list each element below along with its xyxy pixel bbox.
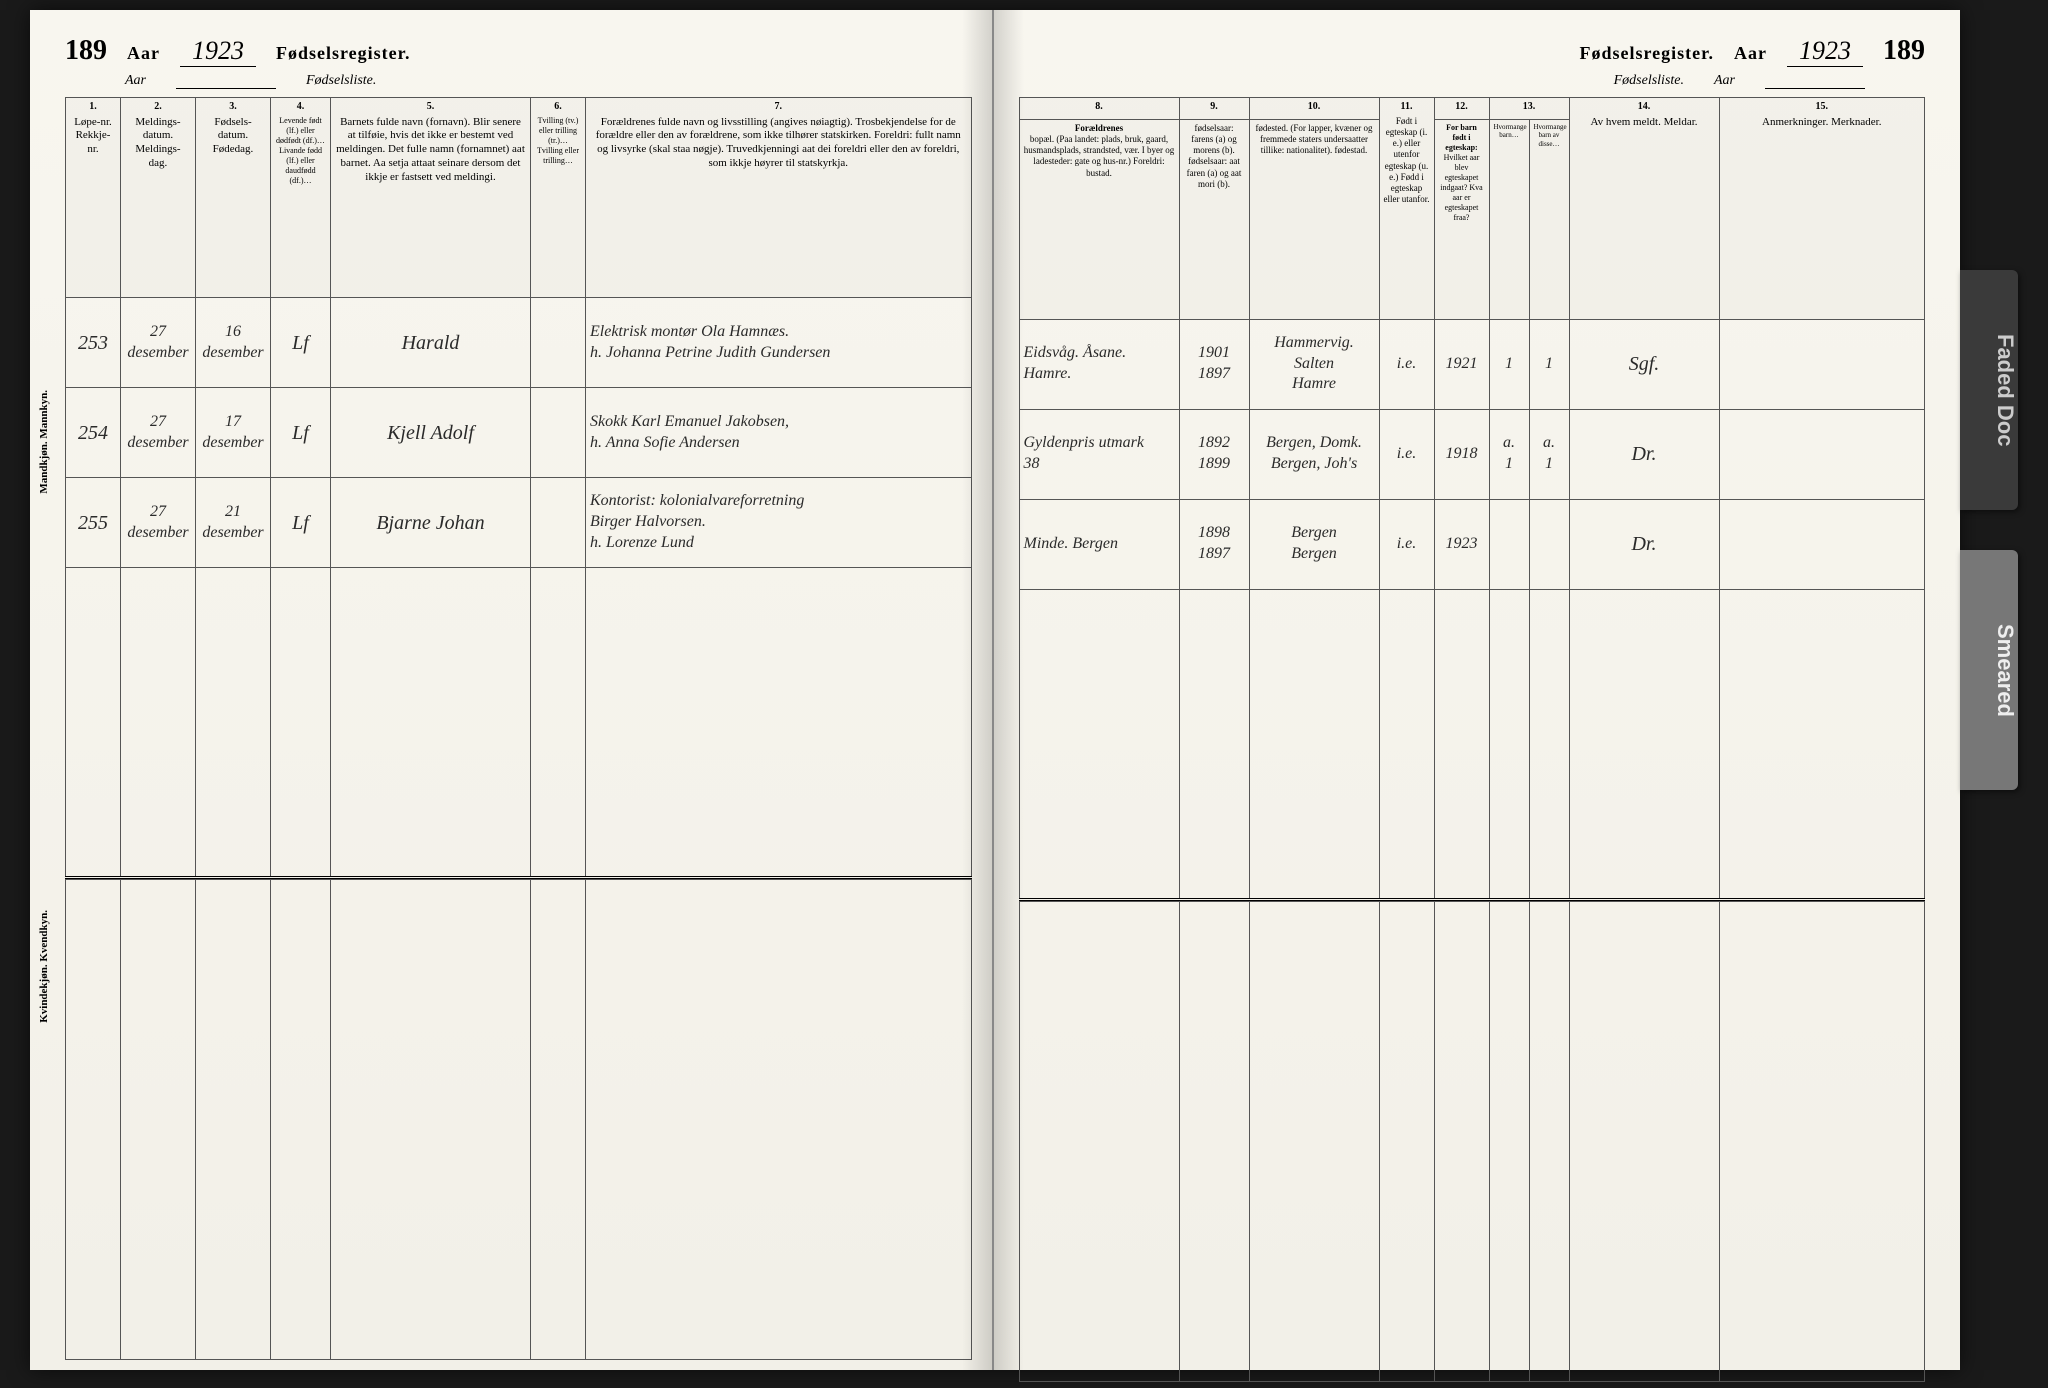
empty-row	[66, 880, 972, 1360]
col-9: 9.	[1179, 98, 1249, 120]
entry-row: Minde. Bergen1898 1897Bergen Bergeni.e.1…	[1019, 499, 1925, 589]
col-7: 7.Forældrenes fulde navn og livsstilling…	[586, 98, 972, 298]
col-3: 3.Fødsels- datum. Fødedag.	[196, 98, 271, 298]
gender-label-female: Kvindekjøn. Kvendkyn.	[38, 910, 50, 1023]
col-14: 14.Av hvem meldt. Meldar.	[1569, 98, 1719, 320]
col-8-label: Forældrenesbopæl. (Paa landet: plads, br…	[1019, 119, 1179, 319]
right-header: Fødselsregister. Aar 1923 189	[1019, 35, 1926, 67]
col-2: 2.Meldings- datum. Meldings- dag.	[121, 98, 196, 298]
col-10: 10.	[1249, 98, 1379, 120]
register-table-left: 1.Løpe-nr. Rekkje-nr. 2.Meldings- datum.…	[65, 97, 972, 1360]
col-8: 8.	[1019, 98, 1179, 120]
aar-label: Aar	[127, 43, 160, 64]
col-12: 12.	[1434, 98, 1489, 120]
register-book: Mandkjøn. Mannkyn. Kvindekjøn. Kvendkyn.…	[30, 10, 1960, 1370]
side-tabs: Faded Doc Smeared	[1960, 270, 2018, 790]
col-15: 15.Anmerkninger. Merknader.	[1719, 98, 1925, 320]
gender-label-male: Mandkjøn. Mannkyn.	[38, 390, 50, 494]
left-subheader: Aar Fødselsliste.	[65, 73, 972, 89]
col-10-label: fødested. (For lapper, kvæner og fremmed…	[1249, 119, 1379, 319]
entry-row: 25327 desember16 desemberLfHaraldElektri…	[66, 298, 972, 388]
aar-label-r: Aar	[1734, 43, 1767, 64]
entry-row: 25527 desember21 desemberLfBjarne JohanK…	[66, 478, 972, 568]
col-13b-label: Hvormange barn av disse…	[1529, 119, 1569, 319]
register-title-left: Fødselsregister.	[276, 43, 411, 64]
page-number-right: 189	[1883, 35, 1925, 67]
entry-row: Eidsvåg. Åsane. Hamre.1901 1897Hammervig…	[1019, 319, 1925, 409]
col-11: 11.Født i egteskap (i. e.) eller utenfor…	[1379, 98, 1434, 320]
right-page: Fødselsregister. Aar 1923 189 Fødselslis…	[994, 10, 1961, 1370]
col-5: 5.Barnets fulde navn (fornavn). Blir sen…	[331, 98, 531, 298]
tab-faded[interactable]: Faded Doc	[1960, 270, 2018, 510]
col-1: 1.Løpe-nr. Rekkje-nr.	[66, 98, 121, 298]
entry-row: Gyldenpris utmark 381892 1899Bergen, Dom…	[1019, 409, 1925, 499]
register-title-right: Fødselsregister.	[1580, 43, 1715, 64]
tab-smeared[interactable]: Smeared	[1960, 550, 2018, 790]
page-number-left: 189	[65, 35, 107, 67]
col-6: 6.Tvilling (tv.) eller trilling (tr.)… T…	[531, 98, 586, 298]
year-left: 1923	[180, 36, 256, 67]
year-right: 1923	[1787, 36, 1863, 67]
col-9-label: fødselsaar: farens (a) og morens (b). fø…	[1179, 119, 1249, 319]
col-13a-label: Hvormange barn…	[1489, 119, 1529, 319]
left-page: Mandkjøn. Mannkyn. Kvindekjøn. Kvendkyn.…	[30, 10, 994, 1370]
col-12-label: For barn født i egteskap:Hvilket aar ble…	[1434, 119, 1489, 319]
empty-row	[66, 568, 972, 878]
col-13: 13.	[1489, 98, 1569, 120]
register-table-right: 8. 9. 10. 11.Født i egteskap (i. e.) ell…	[1019, 97, 1926, 1382]
col-4: 4.Levende født (lf.) eller dødfødt (df.)…	[271, 98, 331, 298]
empty-row	[1019, 589, 1925, 899]
entry-row: 25427 desember17 desemberLfKjell AdolfSk…	[66, 388, 972, 478]
empty-row	[1019, 901, 1925, 1381]
left-header: 189 Aar 1923 Fødselsregister.	[65, 35, 972, 67]
right-subheader: Fødselsliste. Aar	[1019, 73, 1926, 89]
